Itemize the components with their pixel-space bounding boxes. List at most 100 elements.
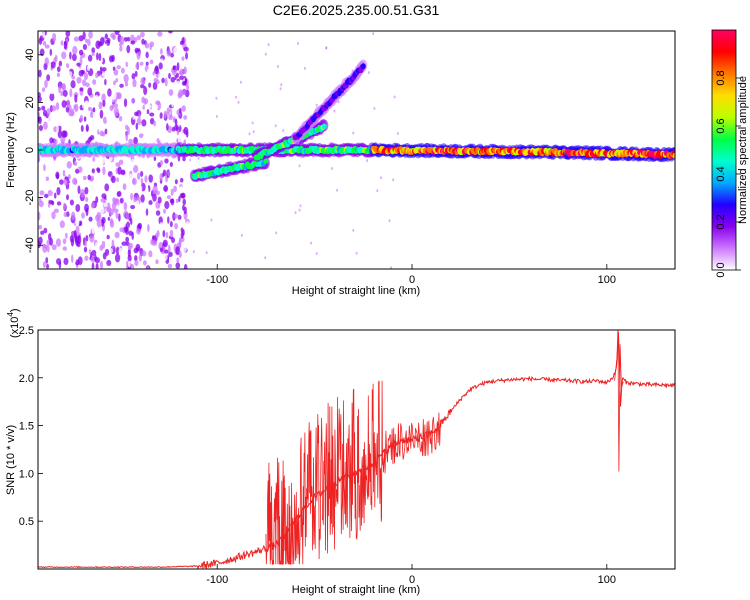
spectrogram-noise-mark bbox=[46, 74, 51, 82]
spectrogram-noise-mark bbox=[137, 184, 143, 192]
spectrogram-noise-mark bbox=[94, 257, 101, 264]
spectrogram-noise-mark bbox=[303, 66, 306, 70]
spectrogram-noise-mark bbox=[149, 117, 155, 125]
spectrogram-noise-mark bbox=[99, 66, 103, 75]
spectrogram-noise-mark bbox=[125, 68, 131, 76]
spectrogram-noise-mark bbox=[167, 216, 170, 224]
spectrogram-noise-mark bbox=[174, 119, 178, 126]
spectrogram-noise-mark bbox=[38, 106, 41, 112]
spectrogram-noise-mark bbox=[177, 136, 182, 143]
spectrogram-noise-mark bbox=[136, 200, 140, 206]
spectrogram-noise-mark bbox=[125, 132, 129, 142]
spectrogram-noise-mark bbox=[91, 47, 96, 54]
spectrogram-noise-mark bbox=[48, 177, 53, 187]
spectrogram-noise-mark bbox=[101, 232, 106, 242]
spectrogram-noise-mark bbox=[145, 51, 149, 59]
spectrogram-noise-mark bbox=[55, 238, 61, 247]
spectrogram-noise-mark bbox=[148, 174, 154, 183]
spectrogram-noise-mark bbox=[96, 52, 99, 61]
spectrogram-noise-mark bbox=[45, 176, 50, 181]
spectrogram-noise-mark bbox=[60, 40, 64, 46]
spectrogram-noise-mark bbox=[160, 37, 164, 44]
spectrogram-noise-mark bbox=[134, 259, 139, 267]
spectrogram-noise-mark bbox=[87, 106, 92, 111]
spectrogram-noise-mark bbox=[138, 253, 142, 262]
spectrogram-noise-mark bbox=[42, 244, 47, 249]
spectrogram-noise-mark bbox=[141, 119, 147, 127]
spectrogram-noise-mark bbox=[152, 81, 158, 90]
spectrogram-noise-mark bbox=[123, 98, 128, 108]
spectrogram-noise-mark bbox=[63, 41, 68, 50]
spectrogram-noise-mark bbox=[42, 31, 46, 38]
spectrogram-noise-mark bbox=[276, 64, 279, 68]
spectrogram-noise-mark bbox=[109, 55, 114, 63]
spectrogram-noise-mark bbox=[42, 41, 47, 46]
spectrogram-noise-mark bbox=[264, 52, 267, 56]
spectrogram-noise-mark bbox=[373, 107, 376, 111]
spectrogram-noise-mark bbox=[111, 175, 116, 184]
spectrogram-noise-mark bbox=[192, 250, 195, 254]
spectrogram-noise-mark bbox=[173, 201, 177, 208]
spectrogram-noise-mark bbox=[180, 177, 184, 183]
spectrogram-noise-mark bbox=[175, 72, 179, 78]
spectrogram-noise-mark bbox=[162, 230, 166, 238]
spectrogram-noise-mark bbox=[53, 192, 57, 199]
colorbar-label: Normalized spectral amplitude bbox=[737, 76, 749, 224]
spectrogram-noise-mark bbox=[104, 183, 110, 192]
spectrogram-noise-mark bbox=[144, 175, 148, 183]
spectrogram-noise-mark bbox=[274, 124, 277, 128]
spectrogram-noise-mark bbox=[47, 121, 53, 128]
snr-y-axis-label: SNR (10 * v/v) bbox=[5, 425, 17, 495]
spectrogram-noise-mark bbox=[130, 50, 134, 57]
spectrogram-noise-mark bbox=[215, 115, 218, 119]
spectrogram-noise-mark bbox=[252, 130, 255, 134]
spectrogram-noise-mark bbox=[135, 62, 140, 70]
spectrogram-noise-mark bbox=[123, 73, 129, 83]
spectrogram-noise-mark bbox=[179, 107, 182, 114]
spectrogram-noise-mark bbox=[170, 188, 174, 196]
spectrogram-noise-mark bbox=[68, 110, 74, 117]
spectrogram-noise-mark bbox=[108, 47, 111, 53]
spectrogram-noise-mark bbox=[38, 236, 43, 245]
spectrogram-noise-mark bbox=[116, 177, 119, 183]
spectrogram-noise-mark bbox=[333, 109, 336, 113]
spectrogram-noise-mark bbox=[280, 83, 283, 87]
spectrogram-noise-mark bbox=[136, 50, 141, 60]
spectrogram-noise-mark bbox=[84, 240, 87, 247]
spectrogram-noise-mark bbox=[396, 132, 399, 136]
spectrogram-noise-mark bbox=[144, 79, 150, 85]
spectrogram-noise-mark bbox=[110, 218, 113, 225]
spectrogram-noise-mark bbox=[164, 158, 169, 164]
spectrogram-noise-mark bbox=[170, 198, 175, 206]
colorbar-tick-label: 0.6 bbox=[715, 118, 727, 133]
spectrogram-noise-mark bbox=[173, 185, 177, 193]
spectrogram-noise-mark bbox=[147, 224, 150, 233]
mid-branch-mark bbox=[321, 123, 327, 130]
spectrogram-noise-mark bbox=[119, 83, 124, 88]
spectrogram-noise-mark bbox=[38, 37, 43, 45]
spectrogram-noise-mark bbox=[325, 46, 328, 50]
x-tick-label: 0 bbox=[409, 574, 415, 586]
spectrogram-noise-mark bbox=[69, 51, 72, 60]
spectrogram-noise-mark bbox=[97, 168, 101, 174]
spectrogram-noise-mark bbox=[132, 78, 137, 88]
spectrogram-noise-mark bbox=[47, 209, 51, 216]
spectrogram-noise-mark bbox=[56, 72, 60, 78]
spectrogram-noise-mark bbox=[118, 115, 123, 122]
spectrogram-noise-mark bbox=[94, 242, 99, 249]
spectrogram-noise-mark bbox=[140, 216, 144, 224]
spectrogram-noise-mark bbox=[310, 241, 313, 245]
spectrogram-noise-mark bbox=[95, 214, 100, 222]
y-tick-label: 0.5 bbox=[19, 516, 34, 528]
spectrogram-noise-mark bbox=[180, 89, 187, 96]
spectrogram-noise-mark bbox=[237, 100, 240, 104]
spectrogram-noise-mark bbox=[69, 235, 74, 243]
spectrogram-noise-mark bbox=[136, 227, 141, 235]
spectrogram-noise-mark bbox=[111, 91, 117, 100]
spectrogram-noise-mark bbox=[183, 263, 188, 269]
spectrogram-noise-mark bbox=[115, 78, 119, 83]
spectrogram-noise-mark bbox=[76, 62, 81, 67]
spectrogram-noise-mark bbox=[163, 208, 166, 214]
spectrogram-noise-mark bbox=[43, 121, 48, 130]
spectrogram-noise-mark bbox=[39, 190, 45, 196]
